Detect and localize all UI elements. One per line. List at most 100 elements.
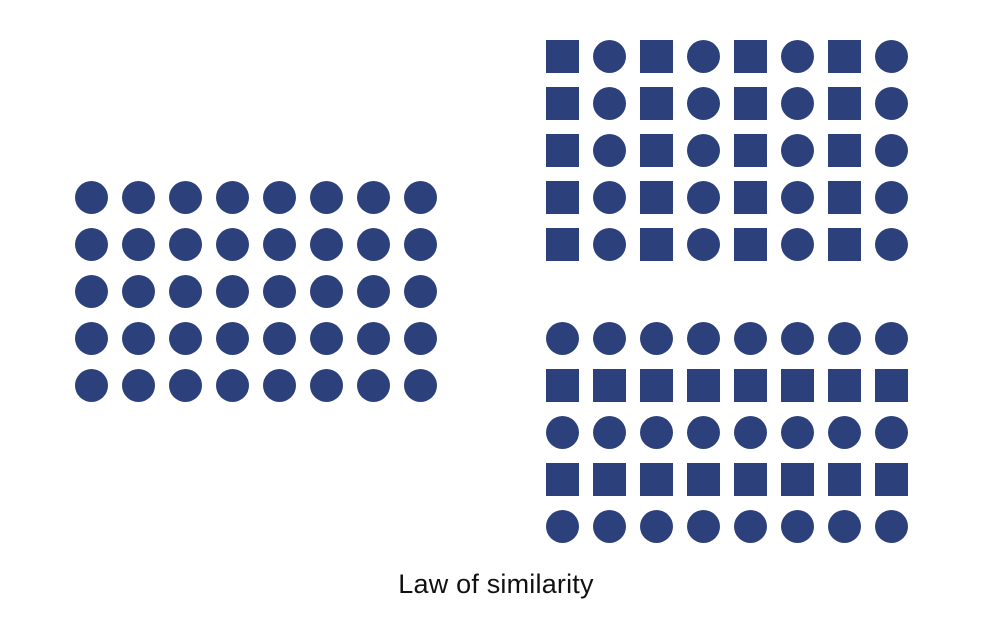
square-shape bbox=[546, 369, 579, 402]
circle-shape bbox=[310, 369, 343, 402]
circle-shape bbox=[310, 275, 343, 308]
circle-shape bbox=[875, 87, 908, 120]
circle-shape bbox=[75, 228, 108, 261]
circle-shape bbox=[593, 181, 626, 214]
circle-shape bbox=[216, 275, 249, 308]
circle-shape bbox=[357, 322, 390, 355]
circle-shape bbox=[263, 322, 296, 355]
square-shape bbox=[546, 228, 579, 261]
circle-shape bbox=[593, 134, 626, 167]
square-shape bbox=[546, 87, 579, 120]
circle-shape bbox=[122, 275, 155, 308]
alternating-rows-grid bbox=[546, 322, 908, 543]
square-shape bbox=[640, 369, 673, 402]
square-shape bbox=[687, 463, 720, 496]
circle-shape bbox=[781, 228, 814, 261]
circle-shape bbox=[640, 416, 673, 449]
circle-shape bbox=[875, 134, 908, 167]
square-shape bbox=[781, 369, 814, 402]
square-shape bbox=[640, 228, 673, 261]
circle-shape bbox=[122, 228, 155, 261]
circle-shape bbox=[828, 322, 861, 355]
square-shape bbox=[875, 369, 908, 402]
circle-shape bbox=[404, 275, 437, 308]
circle-shape bbox=[593, 40, 626, 73]
circle-shape bbox=[122, 322, 155, 355]
square-shape bbox=[640, 181, 673, 214]
circle-shape bbox=[734, 510, 767, 543]
circle-shape bbox=[781, 510, 814, 543]
square-shape bbox=[640, 134, 673, 167]
circle-shape bbox=[263, 275, 296, 308]
circle-shape bbox=[828, 510, 861, 543]
circle-shape bbox=[687, 510, 720, 543]
circle-shape bbox=[781, 87, 814, 120]
circle-shape bbox=[781, 181, 814, 214]
circle-shape bbox=[122, 181, 155, 214]
uniform-circles-grid bbox=[75, 181, 437, 402]
circle-shape bbox=[216, 322, 249, 355]
circle-shape bbox=[734, 322, 767, 355]
circle-shape bbox=[75, 322, 108, 355]
circle-shape bbox=[404, 228, 437, 261]
circle-shape bbox=[310, 181, 343, 214]
circle-shape bbox=[687, 416, 720, 449]
circle-shape bbox=[357, 275, 390, 308]
square-shape bbox=[687, 369, 720, 402]
square-shape bbox=[640, 87, 673, 120]
circle-shape bbox=[75, 369, 108, 402]
circle-shape bbox=[122, 369, 155, 402]
circle-shape bbox=[357, 228, 390, 261]
circle-shape bbox=[734, 416, 767, 449]
circle-shape bbox=[169, 369, 202, 402]
square-shape bbox=[828, 369, 861, 402]
square-shape bbox=[734, 463, 767, 496]
circle-shape bbox=[687, 228, 720, 261]
square-shape bbox=[546, 134, 579, 167]
circle-shape bbox=[687, 181, 720, 214]
square-shape bbox=[734, 181, 767, 214]
square-shape bbox=[875, 463, 908, 496]
circle-shape bbox=[169, 181, 202, 214]
square-shape bbox=[546, 181, 579, 214]
circle-shape bbox=[310, 322, 343, 355]
circle-shape bbox=[640, 510, 673, 543]
circle-shape bbox=[593, 87, 626, 120]
circle-shape bbox=[593, 416, 626, 449]
square-shape bbox=[781, 463, 814, 496]
circle-shape bbox=[310, 228, 343, 261]
circle-shape bbox=[687, 134, 720, 167]
circle-shape bbox=[687, 87, 720, 120]
circle-shape bbox=[593, 510, 626, 543]
circle-shape bbox=[781, 322, 814, 355]
circle-shape bbox=[263, 228, 296, 261]
circle-shape bbox=[216, 181, 249, 214]
circle-shape bbox=[75, 275, 108, 308]
circle-shape bbox=[875, 510, 908, 543]
circle-shape bbox=[263, 181, 296, 214]
figure-caption: Law of similarity bbox=[398, 569, 594, 599]
alternating-columns-grid bbox=[546, 40, 908, 261]
circle-shape bbox=[593, 322, 626, 355]
circle-shape bbox=[546, 510, 579, 543]
circle-shape bbox=[546, 322, 579, 355]
circle-shape bbox=[687, 322, 720, 355]
circle-shape bbox=[781, 134, 814, 167]
circle-shape bbox=[169, 228, 202, 261]
square-shape bbox=[828, 40, 861, 73]
circle-shape bbox=[169, 322, 202, 355]
square-shape bbox=[593, 369, 626, 402]
circle-shape bbox=[216, 369, 249, 402]
circle-shape bbox=[640, 322, 673, 355]
circle-shape bbox=[828, 416, 861, 449]
square-shape bbox=[734, 87, 767, 120]
circle-shape bbox=[404, 322, 437, 355]
square-shape bbox=[828, 463, 861, 496]
circle-shape bbox=[875, 228, 908, 261]
circle-shape bbox=[75, 181, 108, 214]
circle-shape bbox=[404, 181, 437, 214]
circle-shape bbox=[875, 181, 908, 214]
circle-shape bbox=[357, 181, 390, 214]
circle-shape bbox=[593, 228, 626, 261]
